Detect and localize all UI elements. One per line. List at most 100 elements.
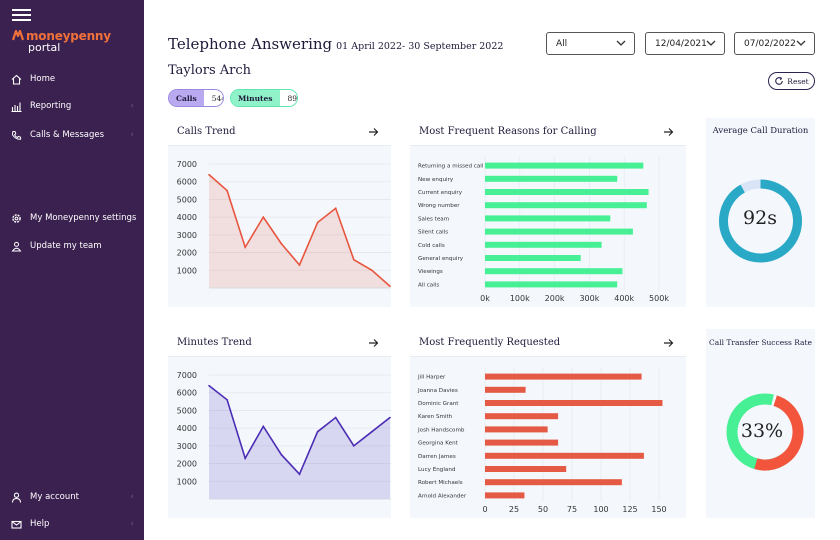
chevron-down-icon: [796, 40, 806, 46]
page-heading: Telephone Answering 01 April 2022- 30 Se…: [168, 35, 503, 53]
calls-count-badge: Calls 544: [168, 89, 224, 107]
reasons-xtick-label: 400k: [614, 294, 634, 303]
requested-category-label: Darren James: [418, 454, 456, 460]
avg-duration-ring: [719, 179, 802, 263]
calls-trend-ytick-label: 4000: [177, 213, 197, 222]
calls-trend-point: [353, 258, 355, 261]
sidebar-item-home[interactable]: Home: [10, 70, 138, 88]
reasons-bar: [485, 268, 623, 275]
calls-trend-area: [209, 174, 390, 288]
calls-trend-ytick-label: 7000: [177, 160, 197, 169]
date-to-select[interactable]: 07/02/2022: [734, 32, 815, 55]
sidebar-item-label: My account: [30, 492, 79, 502]
calls-trend-header: Calls Trend: [168, 118, 391, 146]
minutes-trend-point: [208, 384, 210, 387]
reasons-bar: [485, 162, 644, 169]
reasons-header: Most Frequent Reasons for Calling: [410, 118, 686, 146]
logo[interactable]: moneypenny portal: [12, 29, 111, 54]
minutes-trend-card: Minutes Trend 1000 2000 3000 4000 5000 6000 70…: [168, 329, 391, 518]
minutes-trend-ytick-label: 6000: [177, 389, 197, 398]
minutes-trend-point: [226, 399, 228, 401]
calls-badge-label: Calls: [169, 90, 204, 106]
requested-bar: [485, 439, 559, 446]
transfer-rate-card: Call Transfer Success Rate 33%: [706, 329, 815, 518]
calls-trend-point: [226, 189, 228, 192]
chevron-down-icon: [706, 40, 716, 46]
reasons-category-label: Sales team: [418, 216, 449, 222]
calls-trend-ytick-label: 3000: [177, 231, 197, 240]
refresh-icon: [775, 76, 784, 85]
minutes-trend-title: Minutes Trend: [177, 337, 252, 348]
home-icon: [10, 73, 22, 85]
reasons-category-label: All calls: [418, 282, 439, 288]
mail-icon: [10, 518, 22, 530]
reasons-xtick-label: 300k: [579, 294, 599, 303]
transfer-rate-value: 33%: [740, 420, 784, 442]
arrow-right-icon[interactable]: [663, 338, 674, 348]
requested-bar: [485, 400, 663, 406]
chevron-down-icon: [616, 40, 626, 46]
sidebar-item-settings[interactable]: My Moneypenny settings ‹: [10, 209, 138, 227]
arrow-right-icon[interactable]: [663, 127, 674, 137]
gear-icon: [10, 212, 22, 224]
minutes-trend-point: [244, 457, 246, 460]
date-from-value: 12/04/2021: [655, 38, 707, 49]
calls-badge-value: 544: [203, 90, 223, 106]
requested-category-label: Karen Smith: [418, 414, 453, 420]
chevron-left-icon: ‹: [130, 213, 134, 223]
type-filter-value: All: [556, 38, 568, 49]
requested-bar: [485, 466, 567, 472]
page-title: Telephone Answering: [168, 35, 333, 53]
menu-icon[interactable]: [12, 9, 31, 21]
calls-trend-point: [280, 242, 283, 245]
requested-category-label: Joanna Davies: [417, 388, 458, 394]
reasons-title: Most Frequent Reasons for Calling: [419, 126, 597, 137]
arrow-right-icon[interactable]: [368, 127, 379, 137]
date-from-select[interactable]: 12/04/2021: [645, 32, 725, 55]
avg-duration-card: Average Call Duration 92s: [706, 118, 815, 307]
calls-trend-ytick-label: 2000: [177, 249, 197, 258]
reasons-xtick-label: 100k: [510, 294, 530, 303]
requested-bar: [485, 492, 525, 499]
reasons-bar: [485, 202, 647, 209]
requested-category-label: Dominic Grant: [418, 401, 459, 407]
transfer-rate-ring: [726, 393, 804, 471]
minutes-trend-ytick-label: 1000: [177, 477, 197, 486]
sidebar-item-reporting[interactable]: Reporting ‹: [10, 97, 138, 115]
sidebar-item-calls-messages[interactable]: Calls & Messages ‹: [10, 126, 138, 144]
requested-xtick-label: 125: [622, 505, 637, 514]
reasons-xtick-label: 0k: [480, 294, 490, 303]
transfer-fail-arc: [754, 395, 804, 471]
calls-trend-point: [208, 173, 210, 176]
reasons-category-label: Cold calls: [418, 243, 445, 249]
reasons-bar: [485, 215, 611, 222]
sidebar-item-update-team[interactable]: Update my team: [10, 237, 138, 255]
phone-icon: [10, 129, 22, 141]
calls-trend-point: [262, 216, 265, 218]
minutes-trend-ytick-label: 4000: [177, 424, 197, 433]
reasons-bar: [485, 228, 633, 235]
minutes-trend-point: [280, 453, 283, 456]
arrow-right-icon[interactable]: [368, 338, 379, 348]
type-filter-select[interactable]: All: [546, 32, 635, 55]
requested-card: Most Frequently Requested 0 25 50 75 100 125 1…: [410, 329, 686, 518]
reset-button[interactable]: Reset: [768, 72, 815, 90]
requested-bar: [485, 386, 526, 393]
calls-trend-title: Calls Trend: [177, 126, 236, 137]
reset-label: Reset: [787, 76, 809, 86]
requested-xtick-label: 0: [482, 505, 487, 514]
reasons-category-label: Returning a missed call: [418, 164, 484, 170]
chevron-left-icon: ‹: [130, 130, 134, 140]
requested-bar: [485, 373, 642, 380]
transfer-rate-title: Call Transfer Success Rate: [709, 338, 812, 347]
sidebar-item-my-account[interactable]: My account ‹: [10, 488, 138, 506]
requested-chart: 0 25 50 75 100 125 150 Jill Harper Joanna Davies…: [417, 368, 667, 514]
reasons-category-label: New enquiry: [418, 177, 454, 183]
chevron-left-icon: ‹: [130, 492, 134, 502]
sidebar-item-help[interactable]: Help ‹: [10, 515, 138, 533]
minutes-trend-point: [334, 416, 337, 419]
minutes-trend-point: [353, 445, 355, 447]
requested-category-label: Arnold Alexander: [418, 493, 467, 499]
calls-trend-point: [244, 246, 246, 249]
reasons-bar: [485, 255, 581, 261]
